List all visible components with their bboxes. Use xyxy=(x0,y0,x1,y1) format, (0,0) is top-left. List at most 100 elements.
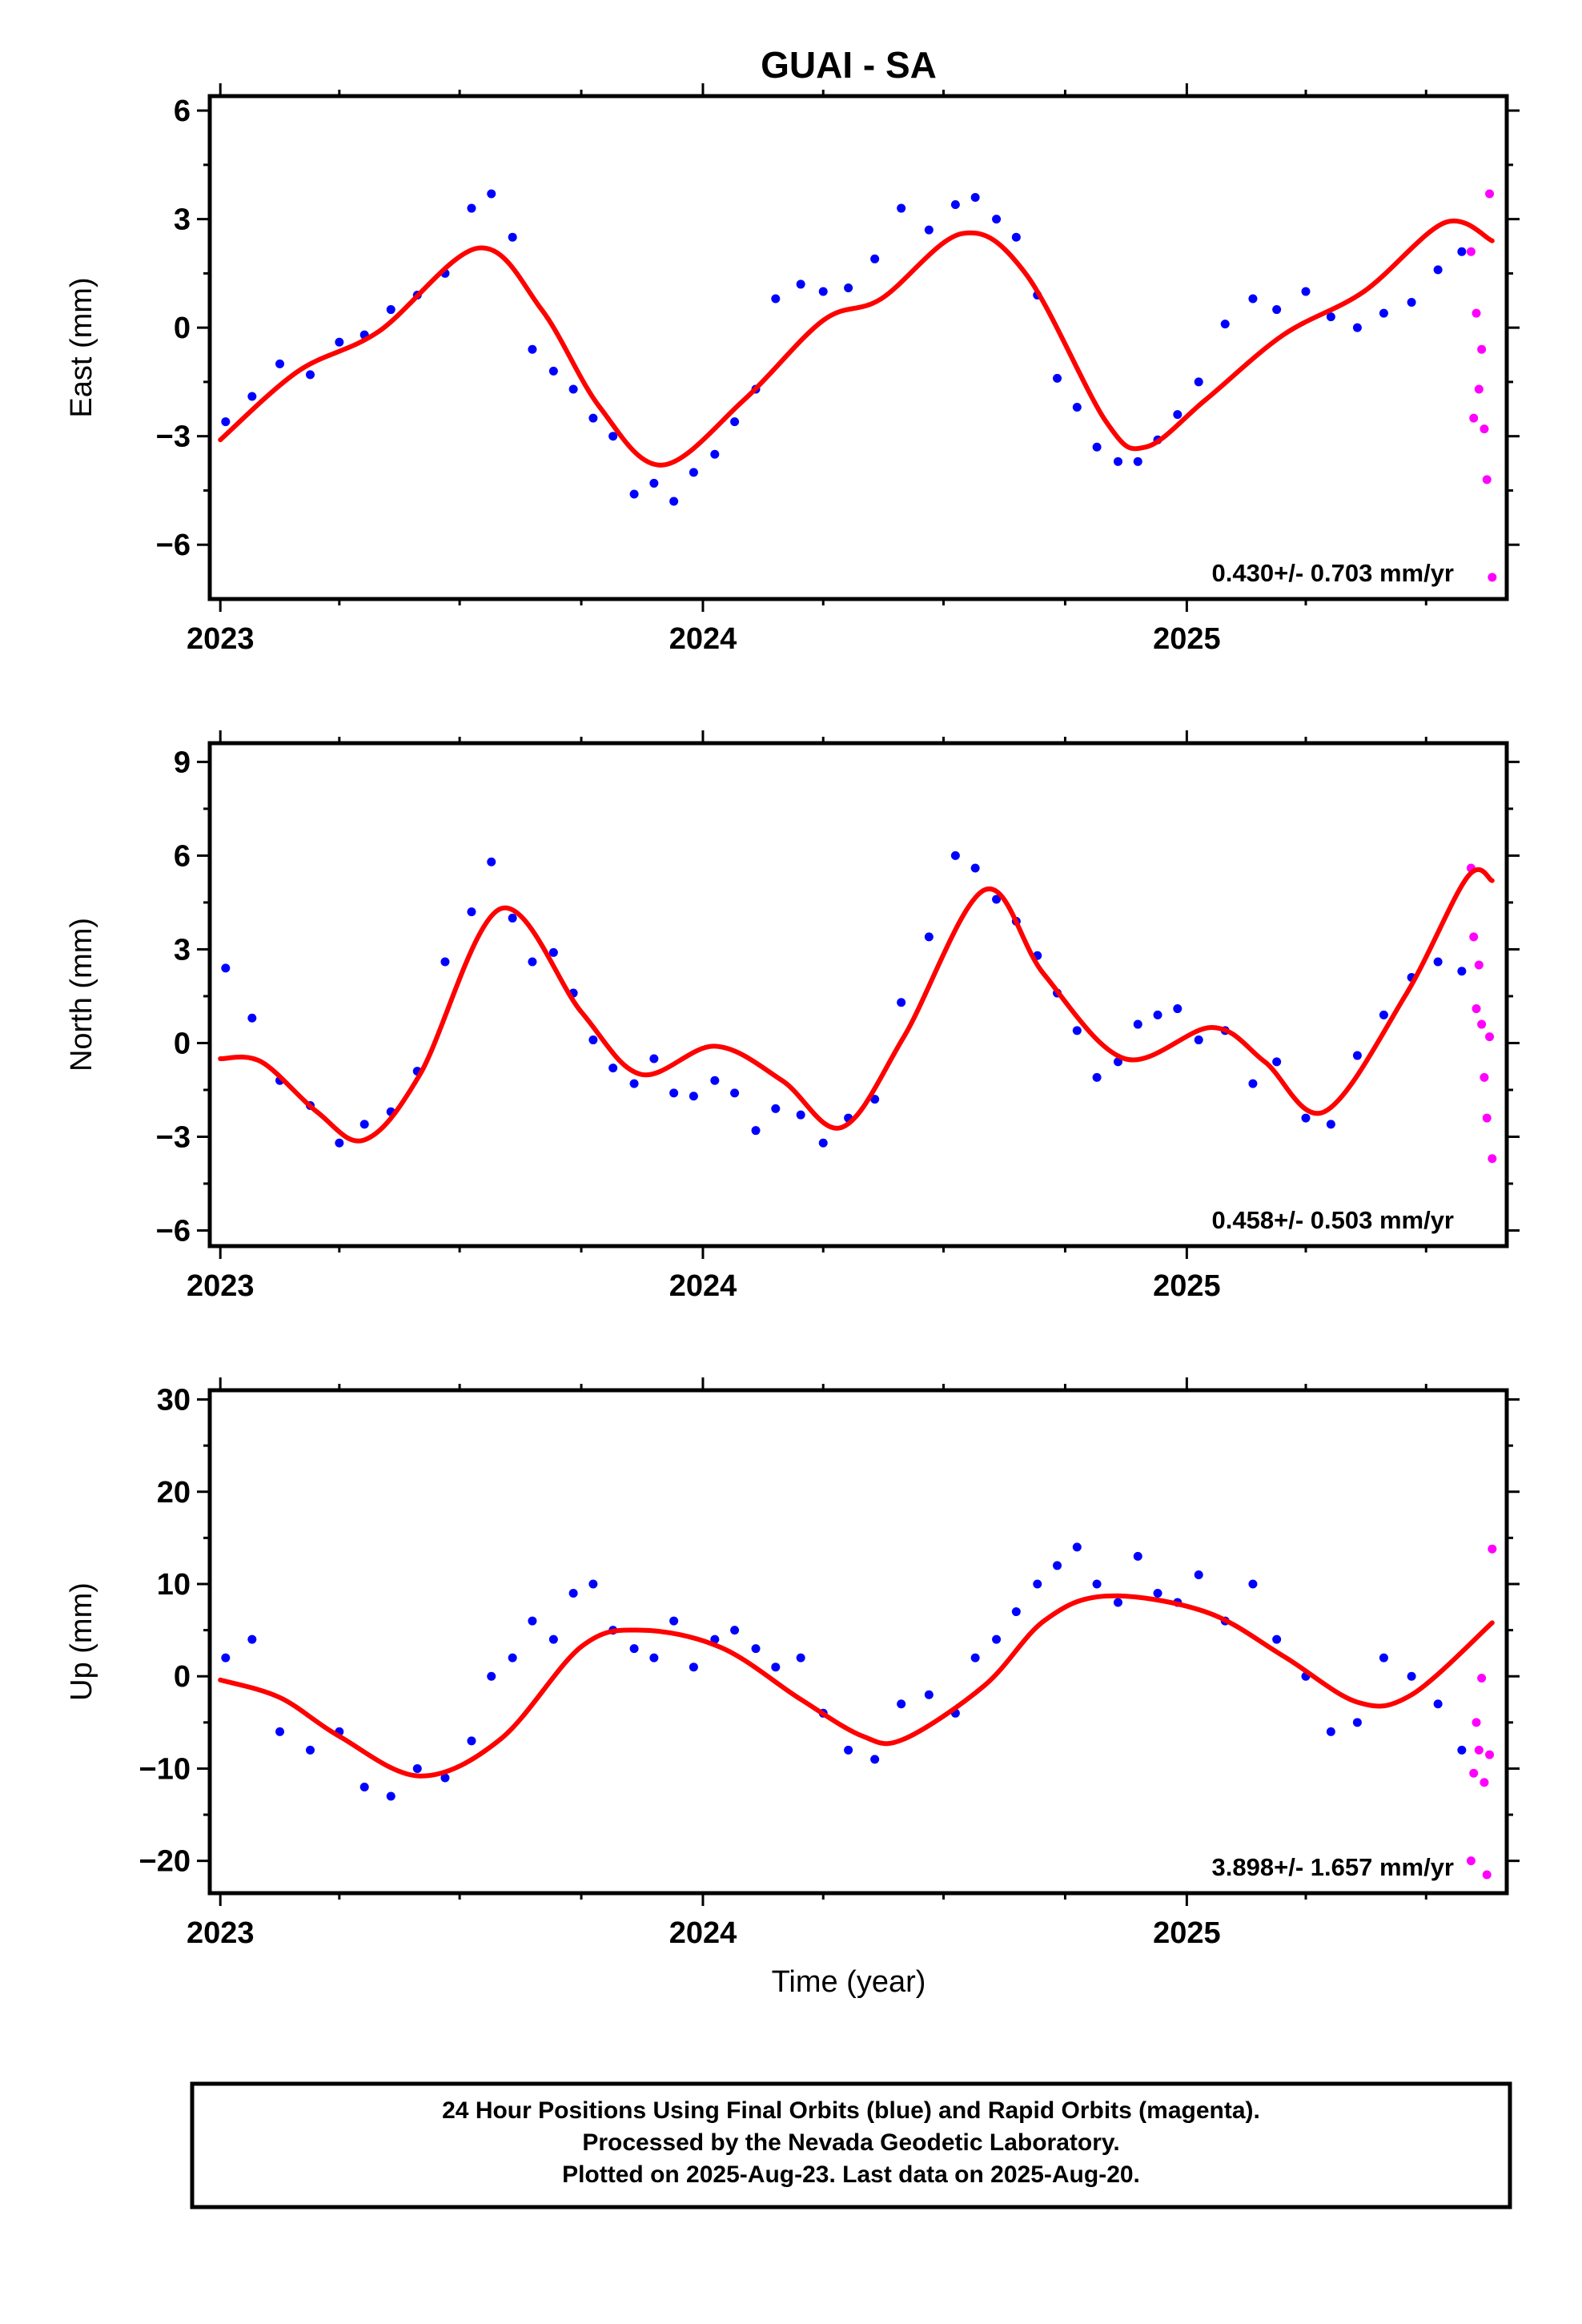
east-x-tick-label: 2025 xyxy=(1153,622,1221,656)
east-final-orbit-point xyxy=(1072,403,1082,412)
east-final-orbit-point xyxy=(689,468,698,477)
north-final-orbit-point xyxy=(528,957,537,967)
north-final-orbit-point xyxy=(924,932,934,942)
east-fit-curve xyxy=(218,218,1495,468)
up-final-orbit-point xyxy=(568,1589,578,1598)
north-x-tick-label: 2024 xyxy=(669,1269,737,1303)
north-y-tick-label: 9 xyxy=(174,746,191,779)
north-final-orbit-point xyxy=(1272,1057,1282,1067)
east-final-orbit-point xyxy=(1133,456,1142,466)
up-final-orbit-point xyxy=(1379,1653,1388,1663)
up-y-axis-label: Up (mm) xyxy=(65,1582,98,1701)
north-final-orbit-point xyxy=(1301,1113,1311,1123)
north-final-orbit-point xyxy=(1194,1035,1203,1045)
up-final-orbit-point xyxy=(1433,1699,1443,1709)
up-y-tick-label: −20 xyxy=(139,1845,191,1879)
north-final-orbit-point xyxy=(992,895,1002,904)
up-final-orbit-point xyxy=(870,1755,880,1764)
up-final-orbit-point xyxy=(221,1653,231,1663)
north-final-orbit-point xyxy=(508,913,517,923)
x-axis-label: Time (year) xyxy=(772,1965,926,1999)
east-final-orbit-point xyxy=(1407,298,1416,308)
up-rapid-orbit-point xyxy=(1477,1674,1487,1683)
up-final-orbit-point xyxy=(1457,1745,1467,1755)
north-rapid-orbit-point xyxy=(1485,1032,1495,1042)
east-final-orbit-point xyxy=(508,232,517,242)
up-y-tick-label: 10 xyxy=(157,1568,191,1602)
east-final-orbit-point xyxy=(1352,323,1362,332)
up-final-orbit-point xyxy=(1011,1607,1021,1617)
up-final-orbit-point xyxy=(897,1699,906,1709)
north-final-orbit-point xyxy=(950,850,960,860)
east-y-axis-label: East (mm) xyxy=(65,277,98,417)
north-final-orbit-point xyxy=(629,1079,639,1088)
up-y-tick-label: −10 xyxy=(139,1752,191,1786)
north-rapid-orbit-point xyxy=(1480,1072,1489,1082)
east-points xyxy=(221,189,1497,582)
up-x-tick-label: 2023 xyxy=(187,1916,255,1950)
east-final-orbit-point xyxy=(1194,377,1203,387)
up-final-orbit-point xyxy=(730,1626,740,1635)
north-final-orbit-point xyxy=(710,1076,720,1085)
up-final-orbit-point xyxy=(844,1745,853,1755)
north-final-orbit-point xyxy=(608,1063,618,1073)
north-fit-curve xyxy=(218,867,1495,1144)
north-y-tick-label: 6 xyxy=(174,839,191,873)
east-final-orbit-point xyxy=(649,478,659,488)
east-final-orbit-point xyxy=(950,200,960,210)
east-rate-label: 0.430+/- 0.703 mm/yr xyxy=(1212,559,1454,587)
east-final-orbit-point xyxy=(528,344,537,354)
up-final-orbit-point xyxy=(629,1644,639,1654)
east-final-orbit-point xyxy=(992,215,1002,224)
footer-line-3: Plotted on 2025-Aug-23. Last data on 202… xyxy=(562,2161,1140,2188)
up-final-orbit-point xyxy=(1248,1579,1258,1589)
east-final-orbit-point xyxy=(771,294,781,304)
up-panel: 2023 2024 2025 −20 −10 0 10 20 30 Up (mm) 3.898+/-… xyxy=(65,1377,1520,1950)
east-final-orbit-point xyxy=(1248,294,1258,304)
east-final-orbit-point xyxy=(467,203,476,213)
footer-line-2: Processed by the Nevada Geodetic Laborat… xyxy=(582,2129,1119,2156)
up-final-orbit-point xyxy=(275,1727,285,1736)
east-final-orbit-point xyxy=(588,413,598,423)
up-final-orbit-point xyxy=(1272,1634,1282,1644)
up-final-orbit-point xyxy=(528,1616,537,1626)
up-rapid-orbit-point xyxy=(1469,1768,1479,1778)
up-final-orbit-point xyxy=(1194,1570,1203,1579)
east-final-orbit-point xyxy=(1379,308,1388,318)
north-final-orbit-point xyxy=(1133,1019,1142,1029)
up-rapid-orbit-point xyxy=(1474,1745,1484,1755)
east-x-tick-label: 2024 xyxy=(669,622,737,656)
east-final-orbit-point xyxy=(629,489,639,499)
north-plot-frame xyxy=(207,741,1509,1248)
footer-box: 24 Hour Positions Using Final Orbits (bl… xyxy=(190,2081,1512,2209)
up-final-orbit-point xyxy=(1092,1579,1102,1589)
up-final-orbit-point xyxy=(771,1663,781,1672)
up-final-orbit-point xyxy=(1153,1589,1162,1598)
north-final-orbit-point xyxy=(247,1013,257,1023)
north-final-orbit-point xyxy=(1433,957,1443,967)
east-final-orbit-point xyxy=(870,254,880,263)
east-final-orbit-point xyxy=(568,384,578,394)
east-final-orbit-point xyxy=(897,203,906,213)
up-final-orbit-point xyxy=(487,1671,496,1681)
north-y-tick-label: −3 xyxy=(156,1120,191,1154)
up-final-orbit-point xyxy=(548,1634,558,1644)
east-rapid-orbit-point xyxy=(1466,247,1476,256)
up-final-orbit-point xyxy=(1033,1579,1042,1589)
north-final-orbit-point xyxy=(487,857,496,866)
up-final-orbit-point xyxy=(386,1791,396,1801)
up-final-orbit-point xyxy=(689,1663,698,1672)
up-final-orbit-point xyxy=(1407,1671,1416,1681)
east-final-orbit-point xyxy=(487,189,496,199)
up-final-orbit-point xyxy=(1352,1718,1362,1727)
up-rapid-orbit-point xyxy=(1466,1856,1476,1866)
up-final-orbit-point xyxy=(588,1579,598,1589)
east-rapid-orbit-point xyxy=(1469,413,1479,423)
north-rapid-orbit-point xyxy=(1474,960,1484,970)
up-y-tick-label: 30 xyxy=(157,1384,191,1417)
north-y-tick-label: −6 xyxy=(156,1214,191,1248)
up-fit-curve xyxy=(218,1593,1495,1779)
east-rapid-orbit-point xyxy=(1474,384,1484,394)
up-final-orbit-point xyxy=(796,1653,805,1663)
north-final-orbit-point xyxy=(1326,1120,1335,1129)
